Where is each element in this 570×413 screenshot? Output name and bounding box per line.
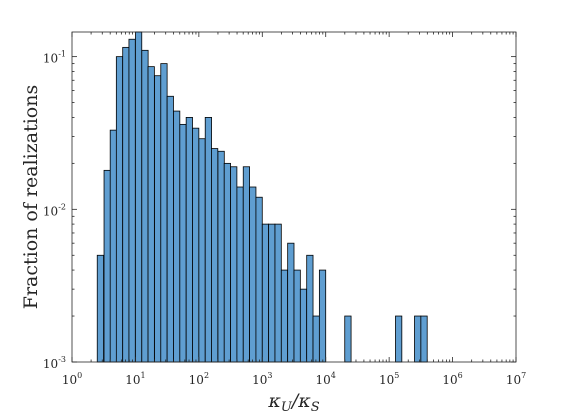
histogram-bar xyxy=(179,123,187,363)
bars-group xyxy=(96,31,428,363)
histogram-bar xyxy=(414,315,422,363)
x-tick-label: 104 xyxy=(316,371,336,387)
histogram-bar xyxy=(261,223,270,363)
histogram-bar xyxy=(287,242,295,363)
histogram-bar xyxy=(274,223,282,363)
x-axis-ticks: 100 101 102 103 104 105 106 107 xyxy=(62,32,526,387)
y-tick-label: 10-3 xyxy=(43,355,66,371)
histogram-bar xyxy=(236,186,244,363)
histogram-bar xyxy=(230,166,238,363)
histogram-bar xyxy=(192,127,200,363)
histogram-bar xyxy=(198,138,206,363)
plot-frame xyxy=(71,31,517,363)
y-axis-ticks: 10-3 10-2 10-1 xyxy=(43,50,516,371)
y-tick-label: 10-2 xyxy=(43,202,66,218)
histogram-bar xyxy=(103,169,111,363)
histogram-bar xyxy=(122,46,130,363)
histogram-bar xyxy=(204,117,212,363)
x-tick-label: 100 xyxy=(62,371,82,387)
histogram-bar xyxy=(160,63,168,363)
histogram-bar xyxy=(344,315,352,363)
histogram-bar xyxy=(420,315,428,363)
x-tick-label: 105 xyxy=(379,371,399,387)
histogram-bar xyxy=(141,49,149,363)
histogram-bar xyxy=(154,75,162,363)
histogram-bar xyxy=(128,38,136,363)
histogram-bar xyxy=(173,110,181,363)
histogram-bar xyxy=(318,269,327,363)
y-axis-label: Fraction of realizations xyxy=(20,85,42,309)
y-tick-label: 10-1 xyxy=(43,50,66,66)
x-tick-label: 107 xyxy=(506,371,526,387)
histogram-bar xyxy=(242,166,250,363)
histogram-bar xyxy=(223,162,231,363)
histogram-bar xyxy=(115,56,124,363)
histogram-bar xyxy=(255,196,263,363)
x-tick-label: 101 xyxy=(125,371,145,387)
histogram-bar xyxy=(211,148,219,363)
histogram-bar xyxy=(293,269,301,363)
x-tick-label: 106 xyxy=(442,371,462,387)
histogram-bar xyxy=(395,315,403,363)
histogram-bar xyxy=(185,117,193,363)
histogram-bar xyxy=(166,95,174,363)
histogram-bar xyxy=(306,254,314,363)
histogram-bar xyxy=(217,150,225,363)
x-axis-label: κU/κS xyxy=(267,390,319,413)
histogram-bar xyxy=(280,269,289,363)
histogram-bar xyxy=(299,288,308,363)
x-tick-label: 103 xyxy=(252,371,272,387)
histogram-bar xyxy=(147,66,155,363)
histogram-bar xyxy=(96,254,104,363)
histogram-bar xyxy=(268,223,276,363)
x-tick-label: 102 xyxy=(189,371,209,387)
histogram-bar xyxy=(135,31,143,363)
histogram-bar xyxy=(109,129,117,363)
histogram-bar xyxy=(249,186,257,363)
histogram-bar xyxy=(312,315,320,363)
